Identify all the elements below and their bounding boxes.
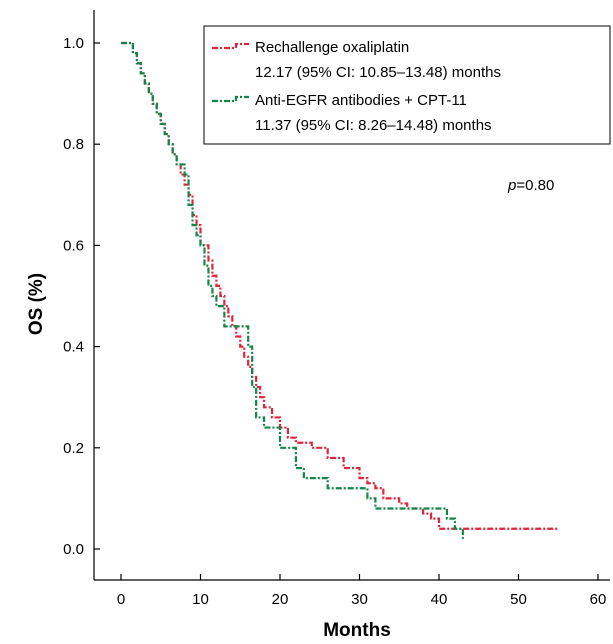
legend-box bbox=[203, 25, 611, 145]
legend-label-series-2: Anti-EGFR antibodies + CPT-11 bbox=[255, 92, 467, 109]
x-axis-title: Months bbox=[323, 620, 391, 641]
x-tick-label: 20 bbox=[272, 591, 289, 608]
legend-stats-series-2: 11.37 (95% CI: 8.26–14.48) months bbox=[255, 117, 492, 134]
series-layer bbox=[121, 41, 559, 539]
legend-swatch-1 bbox=[212, 42, 249, 50]
y-tick-label: 1.0 bbox=[63, 35, 84, 52]
legend-label-series-1: Rechallenge oxaliplatin bbox=[255, 39, 409, 56]
axes bbox=[93, 10, 610, 581]
legend-stats-series-1: 12.17 (95% CI: 10.85–13.48) months bbox=[255, 64, 501, 81]
y-tick-label: 0.8 bbox=[63, 136, 84, 153]
x-tick-label: 60 bbox=[590, 591, 607, 608]
y-tick-label: 0.6 bbox=[63, 237, 84, 254]
legend-swatches bbox=[212, 42, 249, 103]
x-tick-label: 40 bbox=[431, 591, 448, 608]
y-axis-title: OS (%) bbox=[26, 273, 47, 335]
x-ticks: 0 10 20 30 40 50 60 bbox=[117, 574, 607, 608]
y-ticks: 0.0 0.2 0.4 0.6 0.8 1.0 bbox=[63, 35, 100, 558]
x-tick-label: 10 bbox=[192, 591, 209, 608]
p-value-annotation: p=0.80 bbox=[507, 177, 554, 194]
x-tick-label: 0 bbox=[117, 591, 125, 608]
y-tick-label: 0.0 bbox=[63, 541, 84, 558]
p-value-symbol: p bbox=[507, 177, 516, 194]
x-tick-label: 50 bbox=[510, 591, 527, 608]
legend: Rechallenge oxaliplatin 12.17 (95% CI: 1… bbox=[203, 25, 611, 145]
series-line-2 bbox=[121, 41, 464, 539]
y-tick-label: 0.2 bbox=[63, 440, 84, 457]
p-value-text: =0.80 bbox=[516, 177, 554, 194]
legend-swatch-2 bbox=[212, 95, 249, 103]
y-tick-label: 0.4 bbox=[63, 339, 84, 356]
x-tick-label: 30 bbox=[351, 591, 368, 608]
